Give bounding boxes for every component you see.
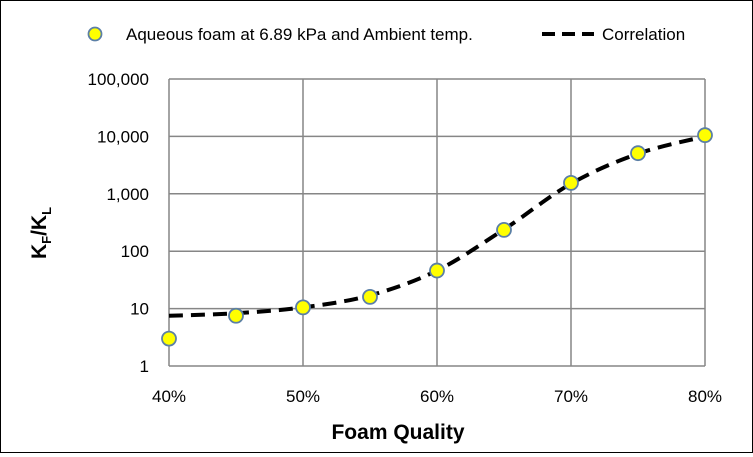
legend-marker-icon [87,26,103,42]
y-tick-label: 100 [121,242,149,261]
y-tick-label: 10,000 [97,127,149,146]
x-tick-label: 70% [554,387,588,406]
axes [168,79,705,367]
y-tick-label: 1,000 [106,185,149,204]
y-label-sub-l: L [39,207,54,215]
data-point [496,222,512,238]
data-point [563,174,579,191]
grid [169,78,706,366]
data-point [630,145,646,162]
svg-text:KF/KL: KF/KL [28,207,54,259]
data-point [697,127,713,144]
legend: Aqueous foam at 6.89 kPa and Ambient tem… [87,25,685,44]
data-point [362,288,378,305]
y-tick-label: 10 [130,300,149,319]
y-label-k2: K [28,215,51,230]
legend-label-correlation: Correlation [602,25,685,44]
y-tick-label: 100,000 [88,70,149,89]
data-point [429,262,445,279]
y-label-k: K [28,244,51,259]
data-point [295,299,311,316]
x-tick-label: 60% [420,387,454,406]
x-axis-label: Foam Quality [331,421,464,444]
x-tick-label: 40% [152,387,186,406]
y-tick-label: 1 [140,357,149,376]
series-layer [161,127,713,347]
x-tick-label: 50% [286,387,320,406]
legend-label-aqueous-foam: Aqueous foam at 6.89 kPa and Ambient tem… [126,25,473,44]
y-label-slash: / [28,230,51,236]
data-point [228,307,244,324]
data-point [161,330,177,347]
y-label-sub-f: F [39,236,54,244]
y-axis-label: KF/KL [28,207,54,259]
tick-labels: 1 10 100 1,000 10,000 100,000 40% 50% 60% 70% 80% [88,70,722,406]
x-tick-label: 80% [688,387,722,406]
